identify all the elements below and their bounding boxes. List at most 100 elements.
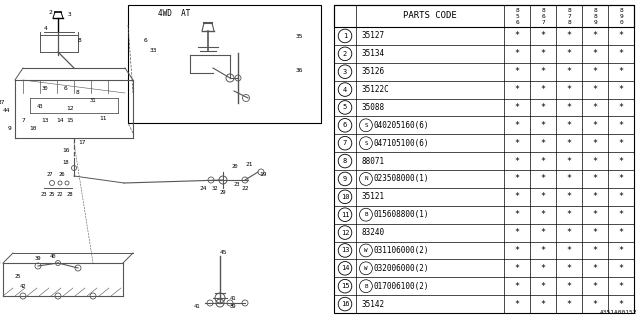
Text: *: * [541,103,545,112]
Text: 26: 26 [59,172,65,178]
Text: *: * [566,174,572,183]
Text: *: * [618,192,623,201]
Text: 6: 6 [541,14,545,19]
Text: *: * [618,31,623,40]
Text: 6: 6 [63,85,67,91]
Text: 16: 16 [62,148,70,153]
Text: 36: 36 [295,68,303,73]
Bar [334,5,634,27]
Text: 37: 37 [0,100,4,106]
Text: *: * [618,210,623,219]
Text: *: * [541,49,545,58]
Text: 3: 3 [343,69,347,75]
Text: 2: 2 [48,10,52,14]
Text: 83240: 83240 [362,228,385,237]
Text: 4: 4 [343,87,347,92]
Text: 8: 8 [593,14,597,19]
Text: 35122C: 35122C [362,85,390,94]
Text: 4: 4 [44,26,48,30]
Text: 27: 27 [47,172,53,178]
Text: *: * [593,174,598,183]
Text: *: * [618,67,623,76]
Text: *: * [515,31,520,40]
Text: *: * [618,103,623,112]
Text: *: * [566,228,572,237]
Text: *: * [593,264,598,273]
Text: *: * [515,156,520,165]
Text: 29: 29 [220,189,227,195]
Text: *: * [541,264,545,273]
Text: 12: 12 [67,106,74,110]
Text: *: * [618,246,623,255]
Text: *: * [566,156,572,165]
Text: *: * [566,210,572,219]
Text: 11: 11 [340,212,349,218]
Text: 8: 8 [619,9,623,13]
Text: 017006100(2): 017006100(2) [373,282,429,291]
Text: 031106000(2): 031106000(2) [373,246,429,255]
Text: *: * [593,121,598,130]
Text: 4WD  AT: 4WD AT [158,10,190,19]
Text: *: * [618,228,623,237]
Text: *: * [618,49,623,58]
Text: 30: 30 [42,85,48,91]
Text: *: * [618,174,623,183]
Text: *: * [515,228,520,237]
Bar [128,5,321,123]
Text: *: * [541,31,545,40]
Text: 7: 7 [21,117,25,123]
Text: 5: 5 [343,104,347,110]
Text: W: W [364,266,368,271]
Text: *: * [515,282,520,291]
Text: 13: 13 [41,118,49,124]
Text: 10: 10 [340,194,349,200]
Text: *: * [618,139,623,148]
Text: *: * [566,67,572,76]
Text: 8: 8 [593,9,597,13]
Text: 8: 8 [515,9,519,13]
Text: 9: 9 [619,14,623,19]
Text: 16: 16 [340,301,349,307]
Text: 42: 42 [20,284,26,289]
Text: *: * [593,282,598,291]
Text: *: * [566,103,572,112]
Text: *: * [618,156,623,165]
Text: B: B [364,284,368,289]
Text: 032006000(2): 032006000(2) [373,264,429,273]
Text: *: * [566,246,572,255]
Text: *: * [566,85,572,94]
Text: *: * [515,85,520,94]
Text: PARTS CODE: PARTS CODE [403,12,457,20]
Text: 11: 11 [99,116,107,121]
Text: 23: 23 [41,193,47,197]
Text: 8: 8 [567,9,571,13]
Text: 88071: 88071 [362,156,385,165]
Text: 28: 28 [67,193,73,197]
Text: 8: 8 [541,9,545,13]
Text: 44: 44 [3,108,10,113]
Text: 41: 41 [230,295,236,300]
Text: *: * [593,210,598,219]
Text: *: * [593,300,598,308]
Text: B: B [364,212,368,217]
Text: 40: 40 [50,253,56,259]
Text: 8: 8 [78,37,82,43]
Text: 45: 45 [220,250,227,254]
Text: 35126: 35126 [362,67,385,76]
Text: 9: 9 [343,176,347,182]
Text: 8: 8 [343,158,347,164]
Bar [334,5,634,313]
Text: 10: 10 [29,125,36,131]
Text: 32: 32 [212,186,218,190]
Text: *: * [515,300,520,308]
Text: 8: 8 [567,20,571,25]
Text: 20: 20 [232,164,238,169]
Text: *: * [593,246,598,255]
Text: *: * [515,49,520,58]
Text: *: * [515,139,520,148]
Text: 35134: 35134 [362,49,385,58]
Text: *: * [515,210,520,219]
Text: *: * [566,31,572,40]
Text: 43: 43 [36,103,44,108]
Text: 35142: 35142 [362,300,385,308]
